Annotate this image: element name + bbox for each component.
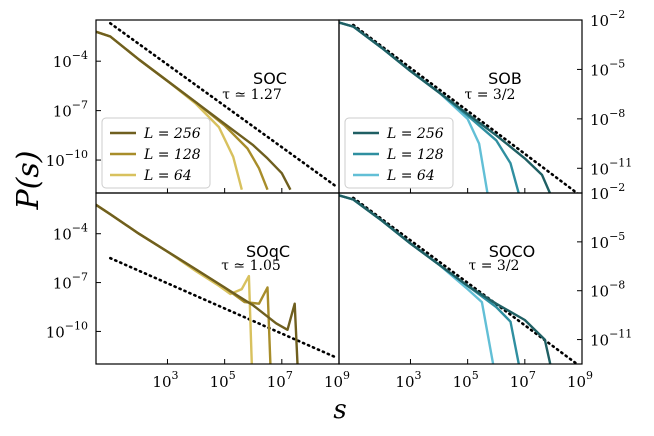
y-tick-label-right: 10−5 — [590, 230, 625, 252]
plot-area — [339, 21, 580, 193]
x-tick-label: 105 — [453, 369, 479, 391]
panel-title: SOqC — [246, 242, 290, 261]
tau-annotation: τ = 3/2 — [465, 87, 516, 103]
legend-label: L = 128 — [143, 147, 201, 163]
plot-area — [96, 203, 338, 364]
y-tick-label-right: 10−2 — [590, 181, 625, 203]
legend-box — [344, 117, 454, 189]
panel-frame — [338, 192, 583, 365]
y-tick-label-right: 10−2 — [590, 8, 625, 30]
tau-annotation: τ = 3/2 — [469, 258, 520, 274]
x-tick-label: 107 — [510, 369, 536, 391]
y-tick-label-right: 10−8 — [590, 107, 625, 129]
series-line-L256 — [96, 30, 292, 191]
series-line-L128 — [339, 194, 521, 364]
y-tick-label: 10−7 — [53, 99, 88, 121]
legend-label: L = 64 — [143, 168, 192, 184]
y-tick-label-right: 10−11 — [590, 328, 632, 350]
series-line-L256 — [339, 194, 552, 364]
reference-slope-line — [351, 23, 580, 193]
plot-area — [96, 21, 338, 191]
legend-box — [101, 117, 211, 189]
y-tick-label: 10−10 — [46, 148, 88, 170]
y-tick-label: 10−4 — [53, 49, 88, 71]
x-tick-label: 103 — [395, 369, 421, 391]
y-tick-label-right: 10−8 — [590, 279, 625, 301]
reference-slope-line — [108, 256, 338, 359]
x-axis-label: s — [333, 395, 346, 425]
tau-annotation: τ ≃ 1.27 — [222, 87, 282, 103]
legend: L = 256 L = 128 L = 64 — [101, 117, 211, 189]
x-tick-label: 107 — [267, 369, 293, 391]
y-tick-label-right: 10−5 — [590, 57, 625, 79]
x-tick-label: 109 — [324, 369, 350, 391]
x-tick-label: 103 — [152, 369, 178, 391]
plot-area — [339, 194, 580, 364]
legend-label: L = 128 — [386, 147, 444, 163]
reference-slope-line — [108, 21, 338, 188]
series-line-L64 — [96, 203, 253, 364]
x-tick-label: 109 — [567, 369, 593, 391]
y-tick-label-right: 10−11 — [590, 156, 632, 178]
series-line-L64 — [339, 194, 495, 364]
panel-frame — [95, 192, 340, 365]
panel-title: SOB — [488, 69, 522, 88]
legend: L = 256 L = 128 L = 64 — [344, 117, 454, 189]
panel-title: SOCO — [489, 242, 536, 261]
series-line-L128 — [96, 203, 272, 364]
legend-label: L = 256 — [386, 126, 444, 142]
panel-title: SOC — [253, 69, 287, 88]
series-line-L256 — [96, 203, 299, 364]
tau-annotation: τ ≃ 1.05 — [221, 258, 281, 274]
y-axis-label: P(s) — [11, 151, 46, 211]
y-tick-label: 10−7 — [53, 271, 88, 293]
y-tick-label: 10−4 — [53, 222, 88, 244]
legend-label: L = 64 — [386, 168, 435, 184]
x-tick-label: 105 — [210, 369, 236, 391]
series-line-L256 — [339, 21, 552, 193]
legend-label: L = 256 — [143, 126, 201, 142]
y-tick-label: 10−10 — [46, 319, 88, 341]
